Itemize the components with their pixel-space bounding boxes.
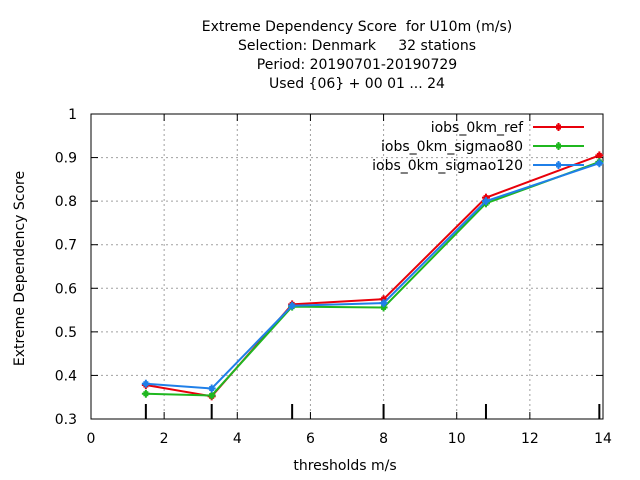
data-series [141,151,604,401]
plot-frame [90,113,604,420]
title-line: Extreme Dependency Score for U10m (m/s) [202,19,513,35]
y-tick-label: 0.6 [55,281,77,297]
y-tick-label: 0.4 [55,368,77,384]
legend-label: iobs_0km_ref [431,120,524,136]
legend-label: iobs_0km_sigmao120 [372,158,523,174]
y-axis-ticks: 0.3 0.4 0.5 0.6 0.7 0.8 0.9 1 [55,107,603,428]
y-tick-label: 0.3 [55,412,77,428]
x-tick-label: 8 [379,431,388,447]
x-tick-label: 14 [594,431,612,447]
title-line: Used {06} + 00 01 ... 24 [269,76,445,92]
x-tick-label: 12 [521,431,539,447]
series-iobs_0km_ref [141,151,604,401]
series-line [145,162,600,390]
x-tick-label: 6 [306,431,315,447]
legend: iobs_0km_ref iobs_0km_sigmao80 iobs_0km_si… [372,120,584,174]
y-axis-label: Extreme Dependency Score [12,171,28,366]
legend-swatch-marker [554,142,563,150]
series-line [145,154,600,398]
data-point [207,384,216,393]
y-tick-label: 0.7 [55,238,77,254]
y-tick-label: 1 [68,107,77,123]
data-point [207,391,216,400]
data-point [288,301,297,310]
legend-swatch-marker [554,123,563,131]
series-iobs_0km_sigmao120 [141,159,604,393]
data-point [481,197,490,206]
threshold-markers [144,404,601,419]
title-line: Selection: Denmark 32 stations [238,38,476,54]
legend-item: iobs_0km_sigmao120 [372,158,584,174]
series-line [145,160,600,397]
data-point [141,379,150,388]
y-tick-label: 0.9 [55,151,77,167]
data-point [141,389,150,398]
legend-item: iobs_0km_ref [431,120,584,136]
y-tick-label: 0.8 [55,194,77,210]
x-tick-label: 4 [233,431,242,447]
y-tick-label: 0.5 [55,325,77,341]
legend-swatch-marker [554,161,563,169]
x-axis-ticks: 0 2 4 6 8 10 12 14 [87,114,612,447]
legend-label: iobs_0km_sigmao80 [381,139,523,155]
title-line: Period: 20190701-20190729 [257,57,457,73]
x-tick-label: 0 [87,431,96,447]
grid-lines [91,114,603,419]
series-iobs_0km_sigmao80 [141,157,604,400]
legend-item: iobs_0km_sigmao80 [381,139,584,155]
data-point [379,299,388,308]
data-point [595,159,604,168]
x-tick-label: 2 [160,431,169,447]
x-tick-label: 10 [448,431,466,447]
x-axis-label: thresholds m/s [293,458,396,474]
chart-title: Extreme Dependency Score for U10m (m/s) S… [202,19,513,92]
